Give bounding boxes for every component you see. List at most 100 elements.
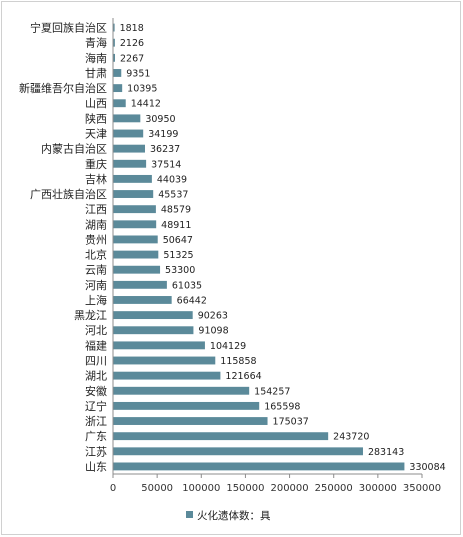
x-tick-label: 350000: [403, 483, 441, 494]
bar: [113, 326, 194, 335]
value-label: 9351: [126, 68, 150, 79]
bar: [113, 235, 158, 244]
category-label: 贵州: [85, 233, 107, 246]
value-label: 61035: [172, 280, 202, 291]
bar: [113, 432, 329, 441]
value-label: 1818: [120, 23, 144, 34]
value-label: 91098: [198, 326, 228, 337]
value-label: 36237: [150, 144, 180, 155]
bar: [113, 53, 116, 62]
bar: [113, 341, 205, 350]
bar: [113, 23, 115, 32]
x-tick-label: 300000: [359, 483, 397, 494]
bar: [113, 69, 122, 77]
bar: [113, 311, 193, 320]
x-tick-label: 250000: [315, 483, 353, 494]
value-label: 37514: [151, 159, 181, 170]
value-label: 66442: [177, 295, 207, 306]
category-label: 福建: [85, 338, 107, 352]
value-label: 90263: [198, 311, 228, 322]
axes: 0 50000 100000 150000 200000 250000 300000 3500…: [110, 18, 441, 494]
category-label: 重庆: [85, 157, 107, 171]
bar: [113, 296, 172, 304]
bar: [113, 99, 126, 108]
value-label: 30950: [145, 114, 175, 125]
value-label: 10395: [127, 84, 157, 95]
bar: [113, 144, 145, 153]
bar: [113, 356, 216, 365]
category-label: 新疆维吾尔自治区: [19, 81, 107, 95]
bar: [113, 371, 221, 380]
category-label: 河北: [85, 324, 107, 337]
category-label: 江西: [85, 203, 107, 216]
value-label: 175037: [273, 417, 309, 428]
category-label: 甘肃: [85, 67, 107, 80]
category-label: 山西: [85, 97, 107, 110]
category-label: 山东: [85, 460, 107, 473]
bar: [113, 84, 123, 93]
category-label: 江苏: [85, 445, 107, 458]
value-label: 2126: [120, 38, 144, 49]
bar: [113, 38, 115, 47]
category-label: 辽宁: [85, 399, 107, 413]
x-tick-label: 150000: [226, 483, 264, 494]
bar: [113, 174, 152, 183]
value-label: 165598: [264, 401, 300, 412]
category-label: 吉林: [85, 172, 107, 186]
bar: [113, 280, 167, 289]
category-label: 陕西: [85, 111, 107, 125]
bar: [113, 250, 159, 259]
value-label: 115858: [220, 356, 256, 367]
bar: [113, 159, 147, 168]
legend: 火化遗体数：具: [186, 509, 271, 522]
value-label: 154257: [254, 386, 290, 397]
bar: [113, 401, 260, 410]
category-label: 四川: [85, 355, 107, 368]
value-label: 50647: [163, 235, 193, 246]
bar: [113, 205, 156, 214]
legend-label: 火化遗体数：具: [197, 509, 271, 522]
bar: [113, 386, 250, 395]
category-label: 云南: [85, 264, 107, 277]
category-label: 黑龙江: [74, 309, 107, 322]
x-tick-label: 0: [110, 483, 116, 494]
category-label: 河南: [85, 279, 107, 292]
value-label: 44039: [157, 174, 187, 185]
bar: [113, 190, 154, 198]
bars-layer: [113, 23, 405, 471]
bar: [113, 220, 157, 229]
x-tick-label: 100000: [182, 483, 220, 494]
value-label: 121664: [225, 371, 261, 382]
bar: [113, 265, 161, 274]
category-label: 宁夏回族自治区: [30, 21, 107, 35]
value-label: 104129: [210, 341, 246, 352]
category-label: 湖北: [85, 370, 107, 383]
value-label: 48579: [161, 205, 191, 216]
category-label: 浙江: [85, 415, 107, 428]
value-label: 243720: [333, 432, 369, 443]
category-labels: 宁夏回族自治区青海海南甘肃新疆维吾尔自治区山西陕西天津内蒙古自治区重庆吉林广西壮…: [19, 21, 107, 474]
value-label: 330084: [409, 462, 445, 473]
value-label: 283143: [368, 447, 404, 458]
legend-swatch: [186, 511, 193, 518]
category-label: 广西壮族自治区: [30, 187, 107, 201]
category-label: 海南: [85, 51, 107, 65]
category-label: 安徽: [85, 384, 107, 398]
category-label: 湖南: [85, 218, 107, 231]
bar: [113, 417, 268, 425]
value-label: 48911: [161, 220, 191, 231]
category-label: 内蒙古自治区: [41, 142, 107, 156]
category-label: 北京: [85, 248, 107, 262]
bar: [113, 114, 141, 123]
bar: [113, 447, 363, 456]
bar: [113, 462, 405, 471]
bar: [113, 129, 144, 138]
x-tick-label: 50000: [141, 483, 173, 494]
value-label: 51325: [163, 250, 193, 261]
category-label: 天津: [85, 128, 107, 141]
category-label: 青海: [85, 36, 107, 50]
value-label: 14412: [131, 99, 161, 110]
value-label: 34199: [148, 129, 178, 140]
